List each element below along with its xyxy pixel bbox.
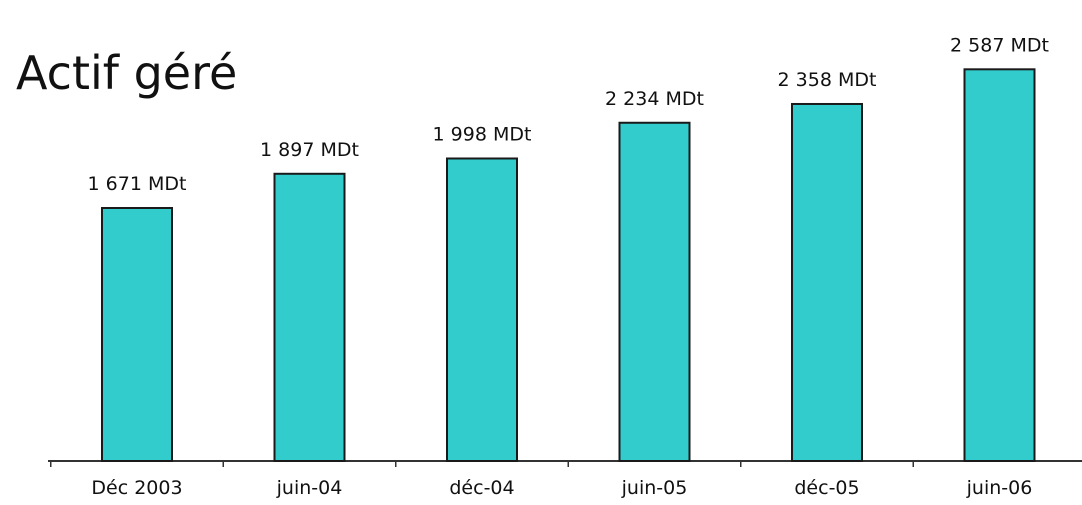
data-label: 1 998 MDt	[433, 123, 532, 145]
category-label: déc-04	[449, 477, 514, 499]
category-label: juin-05	[621, 477, 688, 499]
data-labels-group: 1 671 MDt 1 897 MDt 1 998 MDt 2 234 MDt 2 35…	[88, 34, 1049, 195]
chart-title: Actif géré	[16, 46, 238, 100]
bar	[791, 102, 863, 462]
category-labels-group: Déc 2003 juin-04 déc-04 juin-05 déc-05 juin-0…	[91, 477, 1032, 499]
bar	[963, 68, 1036, 462]
category-label: juin-04	[276, 477, 343, 499]
data-label: 2 587 MDt	[950, 34, 1049, 56]
category-label: juin-06	[966, 477, 1033, 499]
data-label: 2 234 MDt	[605, 88, 704, 110]
bar	[101, 207, 173, 462]
x-axis-ticks	[50, 461, 914, 467]
data-label: 1 671 MDt	[88, 173, 187, 195]
bar	[618, 121, 691, 462]
data-label: 1 897 MDt	[260, 139, 359, 161]
category-label: Déc 2003	[91, 477, 182, 499]
category-label: déc-05	[794, 477, 859, 499]
data-label: 2 358 MDt	[778, 69, 877, 91]
bars-group	[101, 68, 1036, 463]
bar	[446, 157, 518, 463]
bar	[273, 172, 346, 462]
